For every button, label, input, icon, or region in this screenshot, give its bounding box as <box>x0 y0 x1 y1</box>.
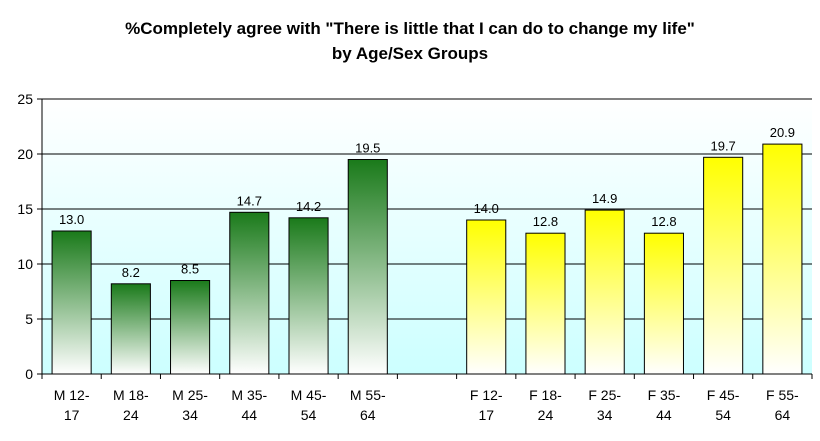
data-label: 12.8 <box>533 214 558 229</box>
category-label-line-2: 24 <box>123 407 139 423</box>
data-label: 8.5 <box>181 262 199 277</box>
bar <box>466 219 507 375</box>
bar <box>703 156 744 375</box>
category-label-line-2: 24 <box>538 407 554 423</box>
category-label-line-1: M 55- <box>350 387 386 403</box>
data-label: 20.9 <box>770 125 795 140</box>
category-label-line-2: 44 <box>242 407 258 423</box>
y-tick-label: 5 <box>25 311 33 327</box>
category-label-line-1: F 25- <box>588 387 621 403</box>
chart-title-line-1: %Completely agree with "There is little … <box>125 19 695 38</box>
category-label-line-2: 64 <box>775 407 791 423</box>
bar <box>229 211 270 375</box>
category-label-line-1: M 18- <box>113 387 149 403</box>
y-tick-label: 10 <box>17 256 33 272</box>
data-label: 14.7 <box>237 193 262 208</box>
bar <box>51 230 92 375</box>
bar <box>170 280 211 375</box>
bar <box>110 283 151 375</box>
category-label-line-2: 34 <box>182 407 198 423</box>
bar <box>347 159 388 375</box>
category-label-line-2: 17 <box>478 407 494 423</box>
data-label: 13.0 <box>59 212 84 227</box>
category-label-line-1: F 18- <box>529 387 562 403</box>
data-label: 19.7 <box>710 138 735 153</box>
bar <box>643 232 684 375</box>
category-label-line-1: M 25- <box>172 387 208 403</box>
category-label-line-2: 44 <box>656 407 672 423</box>
y-tick-label: 0 <box>25 366 33 382</box>
category-label-line-1: F 55- <box>766 387 799 403</box>
data-label: 12.8 <box>651 214 676 229</box>
plot-area: 0 5 10 15 20 25 13.0 M 12- 17 8.2 M 18- 24 8.5 M 25- 3… <box>17 91 813 423</box>
bar <box>762 143 803 375</box>
chart-title-line-2: by Age/Sex Groups <box>332 44 488 63</box>
category-label-line-1: F 45- <box>707 387 740 403</box>
data-label: 14.0 <box>474 201 499 216</box>
category-label-line-2: 64 <box>360 407 376 423</box>
y-tick-label: 15 <box>17 201 33 217</box>
category-label-line-2: 34 <box>597 407 613 423</box>
y-tick-label: 25 <box>17 91 33 107</box>
category-label-line-1: M 45- <box>291 387 327 403</box>
category-label-line-1: M 12- <box>54 387 90 403</box>
category-label-line-2: 17 <box>64 407 80 423</box>
y-tick-label: 20 <box>17 146 33 162</box>
bar <box>288 217 329 375</box>
data-label: 19.5 <box>355 141 380 156</box>
plot-background <box>42 99 812 374</box>
data-label: 8.2 <box>122 265 140 280</box>
bar <box>525 232 566 375</box>
data-label: 14.9 <box>592 191 617 206</box>
category-label-line-1: F 12- <box>470 387 503 403</box>
category-label-line-2: 54 <box>715 407 731 423</box>
category-label-line-2: 54 <box>301 407 317 423</box>
category-label-line-1: F 35- <box>648 387 681 403</box>
category-label-line-1: M 35- <box>231 387 267 403</box>
data-label: 14.2 <box>296 199 321 214</box>
bar <box>584 209 625 375</box>
